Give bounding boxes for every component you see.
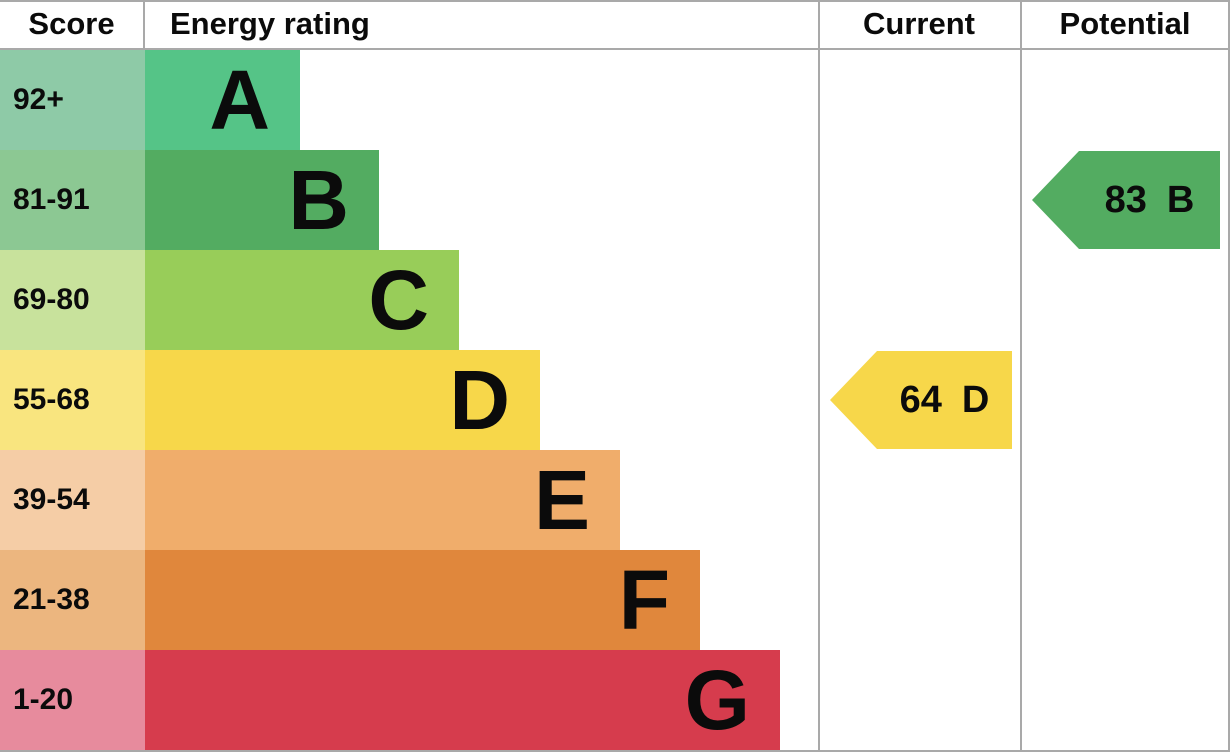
band-row-d: 55-68 D: [0, 350, 820, 450]
band-bar: G: [145, 650, 780, 750]
band-letter: F: [618, 553, 670, 647]
band-letter: E: [533, 453, 590, 547]
chart-top-border: [0, 0, 1230, 2]
potential-column-header: Potential: [1059, 6, 1191, 41]
band-score-range: 81-91: [0, 150, 145, 250]
chart-bottom-border: [0, 750, 1230, 752]
band-bar: B: [145, 150, 379, 250]
band-score-range: 39-54: [0, 450, 145, 550]
current-rating-arrow: 64 D: [830, 351, 1012, 449]
band-row-f: 21-38 F: [0, 550, 820, 650]
band-bar: A: [145, 50, 300, 150]
band-score-range: 1-20: [0, 650, 145, 750]
band-score-range: 21-38: [0, 550, 145, 650]
current-rating-score: 64: [899, 378, 942, 421]
band-letter: B: [288, 153, 349, 247]
potential-rating-arrow: 83 B: [1032, 151, 1220, 249]
band-bar: D: [145, 350, 540, 450]
band-row-b: 81-91 B: [0, 150, 820, 250]
chart-right-border: [1228, 0, 1230, 752]
score-column-header: Score: [28, 6, 115, 41]
band-row-c: 69-80 C: [0, 250, 820, 350]
band-row-e: 39-54 E: [0, 450, 820, 550]
band-letter: A: [209, 53, 270, 147]
current-rating-band-letter: D: [961, 378, 990, 421]
band-bar: C: [145, 250, 459, 350]
band-letter: G: [684, 653, 750, 747]
potential-column-divider: [1020, 0, 1022, 752]
band-score-range: 55-68: [0, 350, 145, 450]
header-underline: [0, 48, 1230, 50]
band-bar: F: [145, 550, 700, 650]
band-row-g: 1-20 G: [0, 650, 820, 750]
band-letter: C: [368, 253, 429, 347]
band-row-a: 92+ A: [0, 50, 820, 150]
band-score-range: 92+: [0, 50, 145, 150]
current-column-divider: [818, 0, 820, 752]
score-column-divider: [143, 0, 145, 48]
potential-rating-score: 83: [1104, 178, 1147, 221]
energy-rating-column-header: Energy rating: [170, 6, 370, 41]
current-column-header: Current: [863, 6, 975, 41]
band-score-range: 69-80: [0, 250, 145, 350]
band-letter: D: [449, 353, 510, 447]
potential-rating-band-letter: B: [1166, 178, 1195, 221]
band-bar: E: [145, 450, 620, 550]
